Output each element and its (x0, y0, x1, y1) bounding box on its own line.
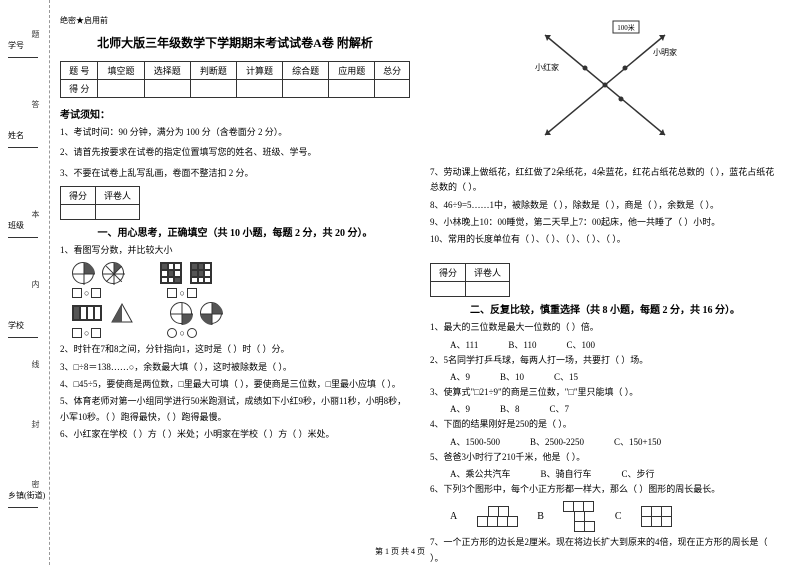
q1-8: 8、46÷9=5……1中，被除数是（ ），除数是（ ），商是（ ），余数是（ ）… (430, 198, 780, 213)
th: 应用题 (329, 62, 375, 80)
q1-7: 7、劳动课上做纸花，红红做了2朵纸花，4朵蓝花，红花占纸花总数的（ ），蓝花占纸… (430, 165, 780, 196)
q2-2: 2、5名同学打乒乓球，每两人打一场，共要打（ ）场。 (430, 353, 780, 368)
th: 填空题 (98, 62, 144, 80)
marker: 线 (30, 360, 41, 368)
marker: 答 (30, 100, 41, 108)
q1-3: 3、□÷8＝138……○，余数最大填（ ），这时被除数是（ ）。 (60, 360, 410, 375)
exam-title: 北师大版三年级数学下学期期末考试试卷A卷 附解析 (60, 34, 410, 51)
mini-score-table-2: 得分评卷人 (430, 263, 510, 297)
td[interactable] (144, 80, 190, 98)
score-table: 题 号 填空题 选择题 判断题 计算题 综合题 应用题 总分 得 分 (60, 61, 410, 98)
th: 判断题 (190, 62, 236, 80)
q1-4: 4、□45÷5，要使商是两位数，□里最大可填（ ），要使商是三位数，□里最小应填… (60, 377, 410, 392)
td[interactable] (98, 80, 144, 98)
circle-icon (170, 302, 192, 324)
q2-1-opts: A、111B、110C、100 (430, 338, 780, 351)
td[interactable] (283, 80, 329, 98)
triangle-icon (110, 302, 134, 324)
notice-1: 1、考试时间：90 分钟，满分为 100 分（含卷面分 2 分）。 (60, 125, 410, 139)
td[interactable] (329, 80, 375, 98)
mini-score-table: 得分评卷人 (60, 186, 140, 220)
svg-text:小明家: 小明家 (653, 47, 677, 57)
field-id: 学号 (8, 40, 38, 60)
q2-4: 4、下面的结果刚好是250的是（ ）。 (430, 417, 780, 432)
q1-5: 5、体育老师对第一小组同学进行50米跑测试，成绩如下小红9秒，小丽11秒，小明8… (60, 394, 410, 425)
shape-b (564, 501, 595, 531)
q2-2-opts: A、9B、10C、15 (430, 370, 780, 383)
field-name: 姓名 (8, 130, 38, 150)
shape-a (477, 506, 517, 526)
circle-icon (102, 262, 124, 284)
shapes-compare-2: ○ ○ (72, 328, 410, 338)
q2-3-opts: A、9B、8C、7 (430, 402, 780, 415)
section1-title: 一、用心思考，正确填空（共 10 小题，每题 2 分，共 20 分）。 (60, 224, 410, 239)
ms-c2: 评卷人 (96, 187, 140, 205)
marker: 封 (30, 420, 41, 428)
th: 总分 (375, 62, 410, 80)
ms-blank[interactable] (431, 282, 466, 297)
grid-icon (190, 262, 212, 284)
q1-2: 2、时针在7和8之间，分针指向1，这时是（ ）时（ ）分。 (60, 342, 410, 357)
circle-icon (200, 302, 222, 324)
notice-3: 3、不要在试卷上乱写乱画，卷面不整洁扣 2 分。 (60, 166, 410, 180)
label-a: A (450, 511, 457, 522)
q2-5-opts: A、乘公共汽车B、骑自行车C、步行 (430, 467, 780, 480)
right-column: 100米 小明家 小红家 7、劳动课上做纸花，红红做了2朵纸花，4朵蓝花，红花占… (430, 15, 780, 568)
left-column: 绝密★启用前 北师大版三年级数学下学期期末考试试卷A卷 附解析 题 号 填空题 … (60, 15, 410, 568)
section2-title: 二、反复比较，慎重选择（共 8 小题，每题 2 分，共 16 分）。 (430, 301, 780, 316)
field-school: 学校 (8, 320, 38, 340)
page-content: 绝密★启用前 北师大版三年级数学下学期期末考试试卷A卷 附解析 题 号 填空题 … (0, 0, 800, 568)
q2-6-shapes: A B C (450, 501, 780, 531)
th: 计算题 (236, 62, 282, 80)
th: 题 号 (61, 62, 98, 80)
label-c: C (615, 511, 622, 522)
page-footer: 第 1 页 共 4 页 (0, 546, 800, 557)
svg-text:小红家: 小红家 (535, 62, 559, 72)
label-b: B (537, 511, 544, 522)
ms-blank[interactable] (61, 205, 96, 220)
shapes-row-1 (72, 262, 410, 284)
q1-1: 1、看图写分数，并比较大小 (60, 243, 410, 258)
marker: 本 (30, 210, 41, 218)
td[interactable] (236, 80, 282, 98)
notice-2: 2、请首先按要求在试卷的指定位置填写您的姓名、班级、学号。 (60, 145, 410, 159)
notice-heading: 考试须知： (60, 106, 410, 121)
ms-blank[interactable] (466, 282, 510, 297)
ms-c2: 评卷人 (466, 264, 510, 282)
ms-c1: 得分 (61, 187, 96, 205)
rect-icon (72, 305, 102, 321)
confidential-mark: 绝密★启用前 (60, 15, 410, 26)
circle-icon (72, 262, 94, 284)
marker: 题 (30, 30, 41, 38)
q2-5: 5、爸爸3小时行了210千米，他是（ ）。 (430, 450, 780, 465)
th: 综合题 (283, 62, 329, 80)
td[interactable] (375, 80, 410, 98)
q1-6: 6、小红家在学校（ ）方（ ）米处；小明家在学校（ ）方（ ）米处。 (60, 427, 410, 442)
shapes-row-2 (72, 302, 410, 324)
marker: 内 (30, 280, 41, 288)
q2-3: 3、使算式"□21÷9"的商是三位数，"□"里只能填（ ）。 (430, 385, 780, 400)
svg-text:100米: 100米 (617, 23, 635, 32)
binding-strip: 题 学号 答 姓名 本 班级 内 学校 线 封 密 乡镇(街道) (0, 0, 50, 565)
td: 得 分 (61, 80, 98, 98)
cross-diagram: 100米 小明家 小红家 (525, 15, 685, 155)
td[interactable] (190, 80, 236, 98)
th: 选择题 (144, 62, 190, 80)
shape-c (642, 506, 672, 526)
field-class: 班级 (8, 220, 38, 240)
q2-4-opts: A、1500-500B、2500-2250C、150+150 (430, 435, 780, 448)
grid-icon (160, 262, 182, 284)
ms-c1: 得分 (431, 264, 466, 282)
ms-blank[interactable] (96, 205, 140, 220)
field-town: 乡镇(街道) (8, 490, 45, 510)
q1-9: 9、小林晚上10：00睡觉，第二天早上7：00起床，他一共睡了（ ）小时。 (430, 215, 780, 230)
q2-6: 6、下列3个图形中，每个小正方形都一样大，那么（ ）图形的周长最长。 (430, 482, 780, 497)
marker: 密 (30, 480, 41, 488)
q1-10: 10、常用的长度单位有（ ）、（ ）、（ ）、（ ）、（ ）。 (430, 232, 780, 247)
shapes-compare-1: ○ ○ (72, 288, 410, 298)
q2-1: 1、最大的三位数是最大一位数的（ ）倍。 (430, 320, 780, 335)
